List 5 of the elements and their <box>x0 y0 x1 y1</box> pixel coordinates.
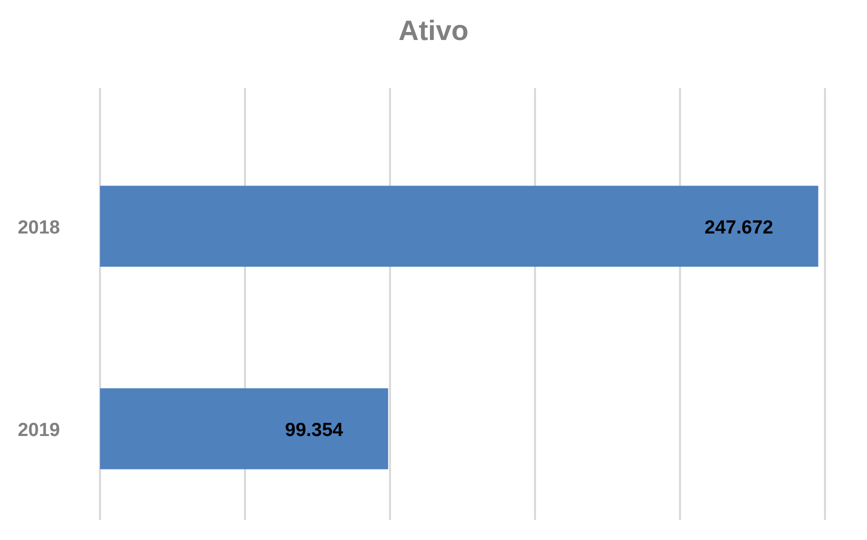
data-label: 99.354 <box>285 420 344 441</box>
data-label: 247.672 <box>704 217 774 238</box>
y-tick-label: 2018 <box>18 217 60 238</box>
chart-title: Ativo <box>398 15 468 46</box>
y-tick-label: 2019 <box>18 420 60 441</box>
